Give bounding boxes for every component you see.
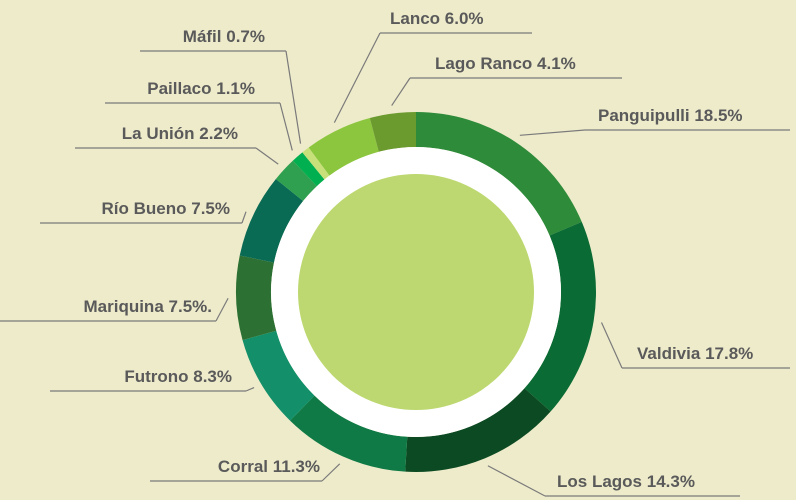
slice-label: Río Bueno 7.5% <box>102 199 230 218</box>
slice-label: La Unión 2.2% <box>122 124 238 143</box>
slice-label: Máfil 0.7% <box>183 27 265 46</box>
slice <box>524 221 596 412</box>
slice-label: Futrono 8.3% <box>124 367 232 386</box>
label-value: 7.5%. <box>169 297 212 316</box>
slice <box>416 112 582 236</box>
label-value: 4.1% <box>537 54 576 73</box>
label-name: Los Lagos <box>557 472 642 491</box>
label-name: Futrono <box>124 367 188 386</box>
slice <box>239 179 304 263</box>
label-name: La Unión <box>122 124 195 143</box>
label-value: 11.3% <box>273 457 320 476</box>
slices <box>236 112 596 473</box>
leader-line <box>519 129 586 136</box>
label-value: 18.5% <box>694 106 742 125</box>
label-name: Máfil <box>183 27 222 46</box>
leader-line <box>285 50 302 144</box>
label-value: 2.2% <box>199 124 238 143</box>
slice-label: Panguipulli 18.5% <box>598 106 743 125</box>
label-name: Río Bueno <box>102 199 187 218</box>
leader-line <box>487 465 546 497</box>
leader-line <box>600 322 623 369</box>
label-name: Lanco <box>390 9 440 28</box>
slice <box>292 152 325 187</box>
label-name: Corral <box>218 457 268 476</box>
leader-line <box>321 463 341 482</box>
leader-line <box>279 102 293 151</box>
slice <box>236 255 277 341</box>
slice <box>275 160 317 201</box>
leader-line <box>391 77 411 106</box>
slice <box>308 118 379 176</box>
slice-label: Paillaco 1.1% <box>147 79 255 98</box>
center-disc <box>298 174 534 410</box>
label-name: Mariquina <box>83 297 164 316</box>
label-value: 6.0% <box>445 9 484 28</box>
slice-label: Mariquina 7.5%. <box>83 297 212 316</box>
label-name: Lago Ranco <box>435 54 532 73</box>
slice-label: Los Lagos 14.3% <box>557 472 695 491</box>
label-value: 17.8% <box>705 344 753 363</box>
label-value: 1.1% <box>216 79 255 98</box>
slice <box>405 388 551 473</box>
leader-line <box>245 386 255 392</box>
label-name: Panguipulli <box>598 106 690 125</box>
slice <box>290 395 408 472</box>
slice-label: Corral 11.3% <box>218 457 320 476</box>
label-value: 8.3% <box>193 367 232 386</box>
label-value: 14.3% <box>647 472 695 491</box>
slice <box>242 330 315 421</box>
leader-line <box>241 211 247 224</box>
slice <box>302 147 330 180</box>
slice-label: Lago Ranco 4.1% <box>435 54 576 73</box>
slice-label: Valdivia 17.8% <box>637 344 753 363</box>
slice-label: Lanco 6.0% <box>390 9 484 28</box>
leader-line <box>333 32 381 123</box>
label-value: 0.7% <box>226 27 265 46</box>
leader-line <box>215 297 229 322</box>
slice <box>369 112 416 152</box>
leader-line <box>255 147 279 165</box>
label-name: Valdivia <box>637 344 701 363</box>
label-value: 7.5% <box>191 199 230 218</box>
label-name: Paillaco <box>147 79 211 98</box>
